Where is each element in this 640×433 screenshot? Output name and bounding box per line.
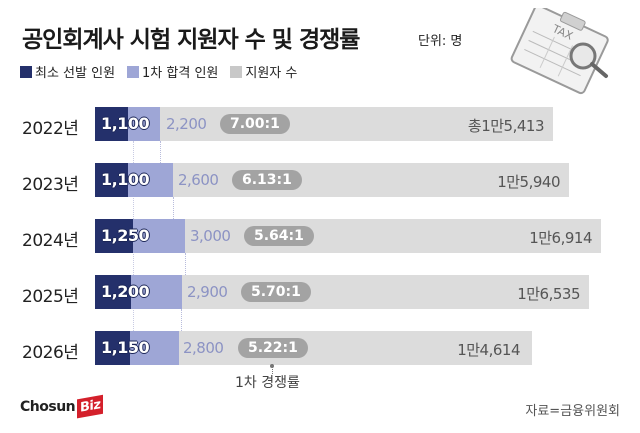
connector-line <box>173 197 174 219</box>
year-label: 2025년 <box>22 287 79 307</box>
connector-line <box>181 309 182 331</box>
total-value: 총1만5,413 <box>467 117 545 135</box>
final-value: 1,150 <box>101 338 150 357</box>
legend-swatch-final <box>20 65 32 78</box>
brand-accent: Biz <box>77 394 104 419</box>
bar-final-selection <box>95 219 133 253</box>
legend-item-first: 1차 합격 인원 <box>127 62 218 81</box>
connector-line <box>160 141 161 163</box>
bar-row-2023: 2023년 1,100 2,600 6.13:1 1만5,940 <box>0 163 640 197</box>
brand-main: Chosun <box>20 398 76 415</box>
first-pass-value: 3,000 <box>190 227 231 245</box>
unit-label: 단위: 명 <box>418 34 463 49</box>
bar-final-selection <box>95 331 130 365</box>
year-label: 2022년 <box>22 119 79 139</box>
final-value: 1,100 <box>101 114 150 133</box>
first-pass-value: 2,600 <box>178 171 219 189</box>
legend-swatch-first <box>127 65 140 78</box>
total-value: 1만6,535 <box>517 285 580 303</box>
tax-document-magnifier-icon: TAX <box>510 8 609 95</box>
year-label: 2024년 <box>22 231 79 251</box>
legend-label: 1차 합격 인원 <box>142 66 219 81</box>
final-value: 1,200 <box>101 282 150 301</box>
ratio-badge: 5.70:1 <box>241 282 311 302</box>
total-value: 1만5,940 <box>497 173 560 191</box>
bar-row-2025: 2025년 1,200 2,900 5.70:1 1만6,535 <box>0 275 640 309</box>
callout-line <box>272 364 273 374</box>
legend-swatch-total <box>230 65 243 78</box>
total-value: 1만4,614 <box>457 341 520 359</box>
final-value: 1,250 <box>101 226 150 245</box>
bar-final-selection <box>95 275 131 309</box>
bar-row-2026: 2026년 1,150 2,800 5.22:1 1만4,614 <box>0 331 640 365</box>
ratio-badge: 5.22:1 <box>238 338 308 358</box>
legend-label: 최소 선발 인원 <box>35 66 116 81</box>
first-pass-value: 2,800 <box>183 339 224 357</box>
year-label: 2026년 <box>22 343 79 363</box>
brand-logo: Chosun Biz <box>20 394 104 419</box>
ratio-badge: 7.00:1 <box>220 114 290 134</box>
total-value: 1만6,914 <box>529 229 592 247</box>
ratio-badge: 6.13:1 <box>232 170 302 190</box>
chart-title: 공인회계사 시험 지원자 수 및 경쟁률 <box>22 27 360 53</box>
legend-label: 지원자 수 <box>245 66 298 81</box>
year-label: 2023년 <box>22 175 79 195</box>
bar-row-2022: 2022년 1,100 2,200 7.00:1 총1만5,413 <box>0 107 640 141</box>
bar-applicants <box>95 107 553 141</box>
legend: 최소 선발 인원 1차 합격 인원 지원자 수 <box>20 62 297 81</box>
source-label: 자료=금융위원회 <box>525 404 620 419</box>
legend-item-total: 지원자 수 <box>230 62 297 81</box>
connector-line <box>185 253 186 275</box>
bar-final-selection <box>95 163 128 197</box>
bar-final-selection <box>95 107 128 141</box>
legend-item-final: 최소 선발 인원 <box>20 62 115 81</box>
final-value: 1,100 <box>101 170 150 189</box>
bar-row-2024: 2024년 1,250 3,000 5.64:1 1만6,914 <box>0 219 640 253</box>
first-pass-value: 2,900 <box>187 283 228 301</box>
bar-applicants <box>95 163 569 197</box>
ratio-badge: 5.64:1 <box>244 226 314 246</box>
first-pass-value: 2,200 <box>166 115 207 133</box>
ratio-annotation-label: 1차 경쟁률 <box>235 375 300 391</box>
